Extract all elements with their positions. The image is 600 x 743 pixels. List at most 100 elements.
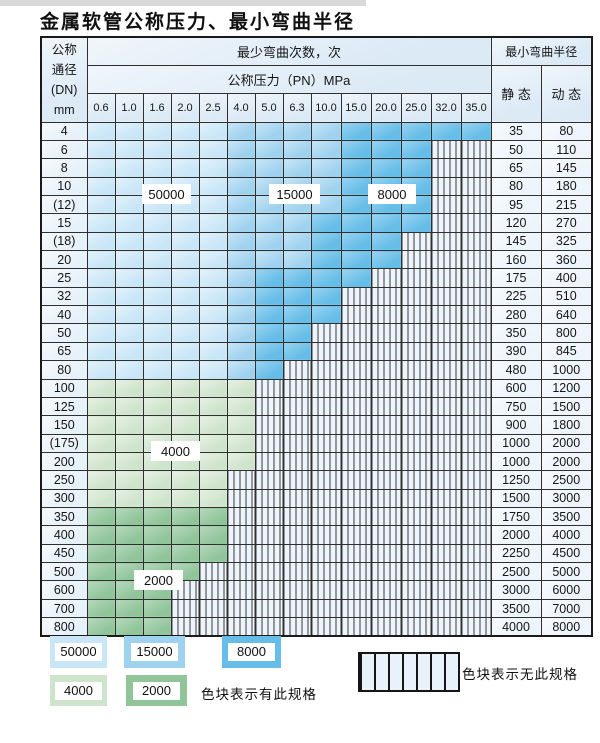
dynamic-value: 360 [540,250,593,270]
cycle-zone-cell [114,525,144,545]
cycle-zone-cell [170,213,200,233]
cycle-zone-cell [226,415,256,435]
no-spec-cell [254,451,284,472]
cycle-zone-cell [170,378,200,398]
cycle-zone-cell [170,250,200,270]
cycle-zone-cell [114,360,144,380]
cycle-zone-cell [254,250,284,270]
no-spec-cell [430,139,462,160]
no-spec-cell [460,286,492,307]
cycle-zone-cell [170,396,200,417]
table-row: 80 480 1000 [40,360,593,380]
no-spec-cell [430,543,462,564]
cycle-zone-cell [86,213,116,233]
cycle-zone-cell [340,158,372,178]
cycle-zone-cell [310,268,342,288]
dynamic-value: 215 [540,194,593,215]
cycle-zone-cell [86,488,116,509]
no-spec-cell [340,525,372,545]
cycle-zone-cell [170,231,200,252]
no-spec-cell [400,451,432,472]
no-spec-cell [254,598,284,619]
no-spec-cell [460,415,492,435]
static-value: 1500 [490,488,542,509]
no-spec-cell [430,525,462,545]
cycle-zone-cell [226,341,256,362]
no-spec-cell [460,598,492,619]
no-spec-cell [460,194,492,215]
no-spec-cell [340,543,372,564]
no-spec-cell [460,360,492,380]
table-row: 8 65 145 [40,158,593,178]
no-spec-cell [226,470,256,490]
pressure-header: 公称压力（PN）MPa [86,64,492,94]
no-spec-cell [370,268,402,288]
no-spec-cell [400,305,432,325]
no-spec-cell [430,341,462,362]
no-spec-cell [400,617,432,637]
no-spec-cell [460,323,492,343]
cycle-zone-cell [198,360,228,380]
no-spec-cell [254,396,284,417]
cycle-zone-cell [282,250,312,270]
dn-cell: 32 [40,286,88,307]
cycle-zone-cell [282,323,312,343]
no-spec-cell [226,617,256,637]
dynamic-value: 180 [540,176,593,196]
cycle-zone-cell [226,231,256,252]
cycle-zone-cell [86,231,116,252]
cycle-zone-cell [86,139,116,160]
no-spec-cell [370,360,402,380]
no-spec-cell [254,433,284,453]
no-spec-cell [430,378,462,398]
cycle-zone-cell [226,250,256,270]
no-spec-cell [370,488,402,509]
dn-header-line: (DN) [51,82,78,97]
no-spec-cell [430,194,462,215]
static-value: 65 [490,158,542,178]
no-spec-cell [430,617,462,637]
static-value: 1000 [490,451,542,472]
cycle-zone-cell [254,360,284,380]
no-spec-cell [340,415,372,435]
cycle-zone-cell [86,562,116,582]
cycle-zone-cell [340,194,372,215]
no-spec-cell [430,176,462,196]
legend-swatch-2000: 2000 [126,675,187,706]
dn-header: 公称 通径 (DN) mm [40,36,88,123]
dn-cell: 250 [40,470,88,490]
static-value: 175 [490,268,542,288]
page-title: 金属软管公称压力、最小弯曲半径 [40,11,356,33]
pressure-tick: 4.0 [226,92,256,123]
cycle-zone-cell [114,121,144,141]
no-spec-cell [460,231,492,252]
no-spec-cell [460,433,492,453]
cycle-zone-cell [86,121,116,141]
no-spec-cell [282,488,312,509]
cycle-zone-cell [142,617,172,637]
no-spec-cell [430,562,462,582]
cycle-zone-cell [370,250,402,270]
no-spec-cell [400,562,432,582]
static-value: 600 [490,378,542,398]
cycle-zone-cell [198,250,228,270]
dn-cell: 25 [40,268,88,288]
cycle-zone-cell [142,470,172,490]
no-spec-cell [370,580,402,600]
static-value: 900 [490,415,542,435]
no-spec-cell [400,598,432,619]
no-spec-cell [400,415,432,435]
cycle-zone-cell [198,139,228,160]
cycle-zone-cell [198,121,228,141]
no-spec-cell [400,231,432,252]
no-spec-cell [400,286,432,307]
no-spec-cell [460,580,492,600]
no-spec-cell [282,507,312,527]
no-spec-cell [340,470,372,490]
no-spec-cell [400,507,432,527]
cycle-zone-cell [114,617,144,637]
cycle-zone-cell [170,525,200,545]
cycle-zone-cell [86,543,116,564]
cycle-zone-cell [86,323,116,343]
no-spec-cell [340,396,372,417]
